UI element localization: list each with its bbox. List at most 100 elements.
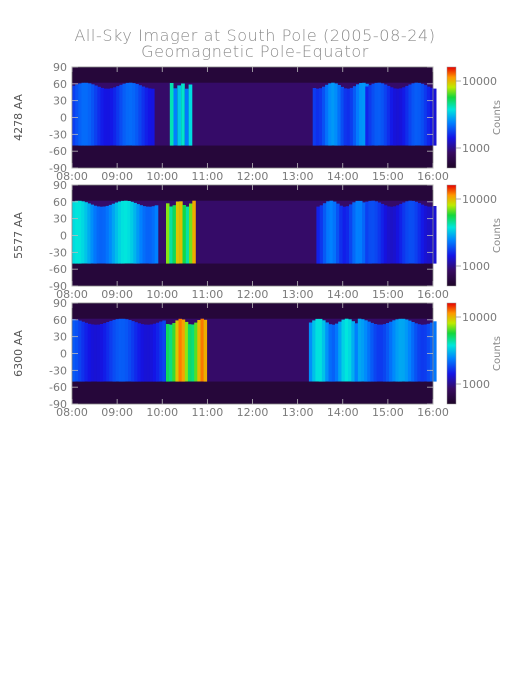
heatmap-cell	[78, 320, 82, 382]
x-tick-label: 15:00	[372, 288, 404, 301]
heatmap-cell	[399, 88, 403, 146]
heatmap-cell	[181, 319, 186, 382]
heatmap-cell	[376, 324, 381, 382]
heatmap-cell	[132, 83, 136, 146]
y-tick-label: 60	[53, 314, 67, 327]
heatmap-cell	[144, 87, 149, 146]
heatmap-cell	[318, 318, 323, 382]
heatmap-cell	[156, 322, 160, 382]
heatmap-cell	[94, 85, 98, 146]
heatmap-cell	[383, 84, 388, 146]
heatmap-cell	[367, 321, 371, 382]
heatmap-cell	[75, 319, 79, 382]
x-tick-label: 16:00	[417, 406, 449, 419]
y-tick-label: 30	[53, 331, 67, 344]
x-tick-label: 14:00	[327, 406, 359, 419]
x-tick-label: 08:00	[56, 288, 88, 301]
heatmap-cell	[81, 201, 85, 264]
x-tick-label: 12:00	[237, 406, 269, 419]
y-tick-label: -30	[49, 246, 67, 259]
heatmap-cell	[99, 206, 104, 264]
x-tick-label: 08:00	[56, 406, 88, 419]
heatmap-cell	[100, 87, 104, 146]
x-tick-label: 15:00	[372, 406, 404, 419]
heatmap-cell	[93, 324, 98, 382]
x-tick-label: 09:00	[101, 288, 133, 301]
x-tick-label: 14:00	[327, 288, 359, 301]
heatmap-cell	[393, 88, 397, 146]
colorbar	[446, 184, 457, 287]
heatmap-cell	[423, 324, 428, 382]
heatmap-cell	[346, 88, 351, 146]
heatmap-cell	[113, 87, 117, 146]
heatmap-cell	[134, 322, 138, 382]
heatmap-cell	[169, 324, 173, 382]
heatmap-cell	[362, 82, 366, 146]
figure-subtitle: Geomagnetic Pole-Equator	[141, 42, 369, 61]
heatmap-cell	[124, 319, 129, 382]
heatmap-cell	[402, 202, 406, 264]
heatmap-cell	[84, 202, 88, 264]
heatmap-cell	[319, 205, 324, 264]
heatmap-cell	[75, 84, 79, 146]
heatmap-cell	[429, 87, 434, 146]
heatmap-cell	[360, 319, 365, 382]
y-tick-label: -60	[49, 145, 67, 158]
heatmap-cell	[331, 324, 336, 382]
x-tick-label: 10:00	[146, 406, 178, 419]
heatmap-cell	[389, 87, 394, 146]
heatmap-cell	[386, 206, 391, 264]
heatmap-cell	[72, 201, 76, 264]
colorbar-tick-label: 1000	[462, 378, 490, 391]
heatmap-cell	[140, 324, 145, 382]
heatmap-cell	[87, 203, 91, 264]
heatmap-cell	[102, 206, 107, 264]
y-axis-label: 4278 AA	[12, 94, 25, 141]
y-tick-label: -30	[49, 364, 67, 377]
heatmap-cell	[401, 318, 406, 382]
heatmap-cell	[389, 321, 393, 382]
heatmap-cell	[433, 321, 437, 382]
heatmap-cell	[128, 82, 133, 146]
heatmap-cell	[125, 82, 130, 146]
x-tick-label: 12:00	[237, 170, 269, 183]
heatmap-cell	[179, 201, 183, 264]
heatmap-cell	[417, 203, 422, 264]
heatmap-cell	[181, 83, 185, 146]
heatmap-cell	[371, 200, 375, 264]
heatmap-cell	[178, 318, 182, 382]
heatmap-cell	[405, 85, 409, 146]
heatmap-cell	[359, 83, 363, 146]
y-tick-label: -90	[49, 162, 67, 175]
heatmap-cell	[151, 88, 155, 146]
heatmap-cell	[408, 200, 412, 264]
heatmap-cell	[96, 206, 101, 264]
heatmap-cell	[344, 318, 349, 382]
heatmap-cell	[392, 320, 396, 382]
heatmap-cell	[93, 205, 97, 264]
heatmap-cell	[395, 319, 399, 382]
heatmap-cell	[203, 319, 208, 382]
heatmap-cell	[87, 83, 92, 146]
x-tick-label: 09:00	[101, 406, 133, 419]
heatmap-cell	[358, 200, 363, 264]
heatmap-cell	[339, 205, 343, 264]
y-tick-label: -90	[49, 398, 67, 411]
heatmap-cell	[399, 203, 403, 264]
heatmap-cell	[379, 324, 384, 382]
heatmap-cell	[389, 206, 394, 264]
heatmap-cell	[328, 324, 333, 382]
heatmap-cell	[426, 323, 431, 382]
heatmap-cell	[429, 206, 434, 264]
figure-title: All-Sky Imager at South Pole (2005-08-24…	[74, 26, 436, 45]
heatmap-cell	[345, 206, 350, 264]
colorbar-tick-label: 10000	[462, 311, 497, 324]
heatmap-cell	[136, 204, 140, 264]
heatmap-cell	[133, 202, 137, 264]
heatmap-cell	[122, 83, 127, 146]
heatmap-cell	[177, 85, 181, 146]
heatmap-cell	[188, 84, 193, 146]
